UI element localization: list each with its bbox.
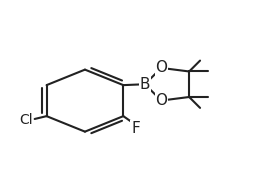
Text: O: O	[155, 93, 167, 108]
Text: O: O	[155, 60, 167, 75]
Text: Cl: Cl	[19, 113, 33, 127]
Text: F: F	[131, 121, 140, 136]
Text: B: B	[140, 77, 150, 92]
